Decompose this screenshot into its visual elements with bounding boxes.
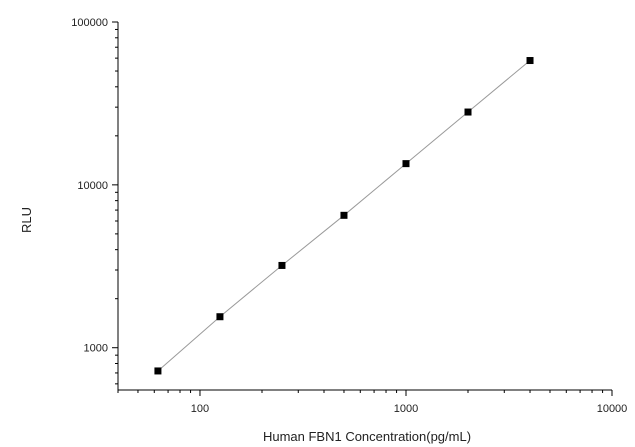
x-tick-label: 10000 bbox=[597, 403, 628, 415]
y-tick-label: 10000 bbox=[77, 180, 108, 192]
x-axis-title: Human FBN1 Concentration(pg/mL) bbox=[263, 429, 471, 444]
plot-area bbox=[117, 22, 612, 391]
y-axis-title: RLU bbox=[19, 207, 34, 233]
y-tick-label: 100000 bbox=[71, 17, 108, 29]
x-axis-ticks: 100 1000 10000 bbox=[117, 390, 628, 415]
x-tick-label: 100 bbox=[191, 403, 209, 415]
data-point bbox=[402, 160, 410, 168]
y-axis-ticks: 1000 10000 100000 bbox=[71, 17, 118, 385]
x-tick-label: 1000 bbox=[394, 403, 418, 415]
data-point bbox=[216, 313, 224, 321]
data-point bbox=[154, 367, 162, 375]
y-tick-label: 1000 bbox=[84, 343, 108, 355]
data-point bbox=[340, 211, 348, 219]
data-point bbox=[526, 57, 534, 65]
data-point bbox=[464, 108, 472, 116]
data-points-layer bbox=[154, 57, 534, 375]
data-point bbox=[278, 261, 286, 269]
